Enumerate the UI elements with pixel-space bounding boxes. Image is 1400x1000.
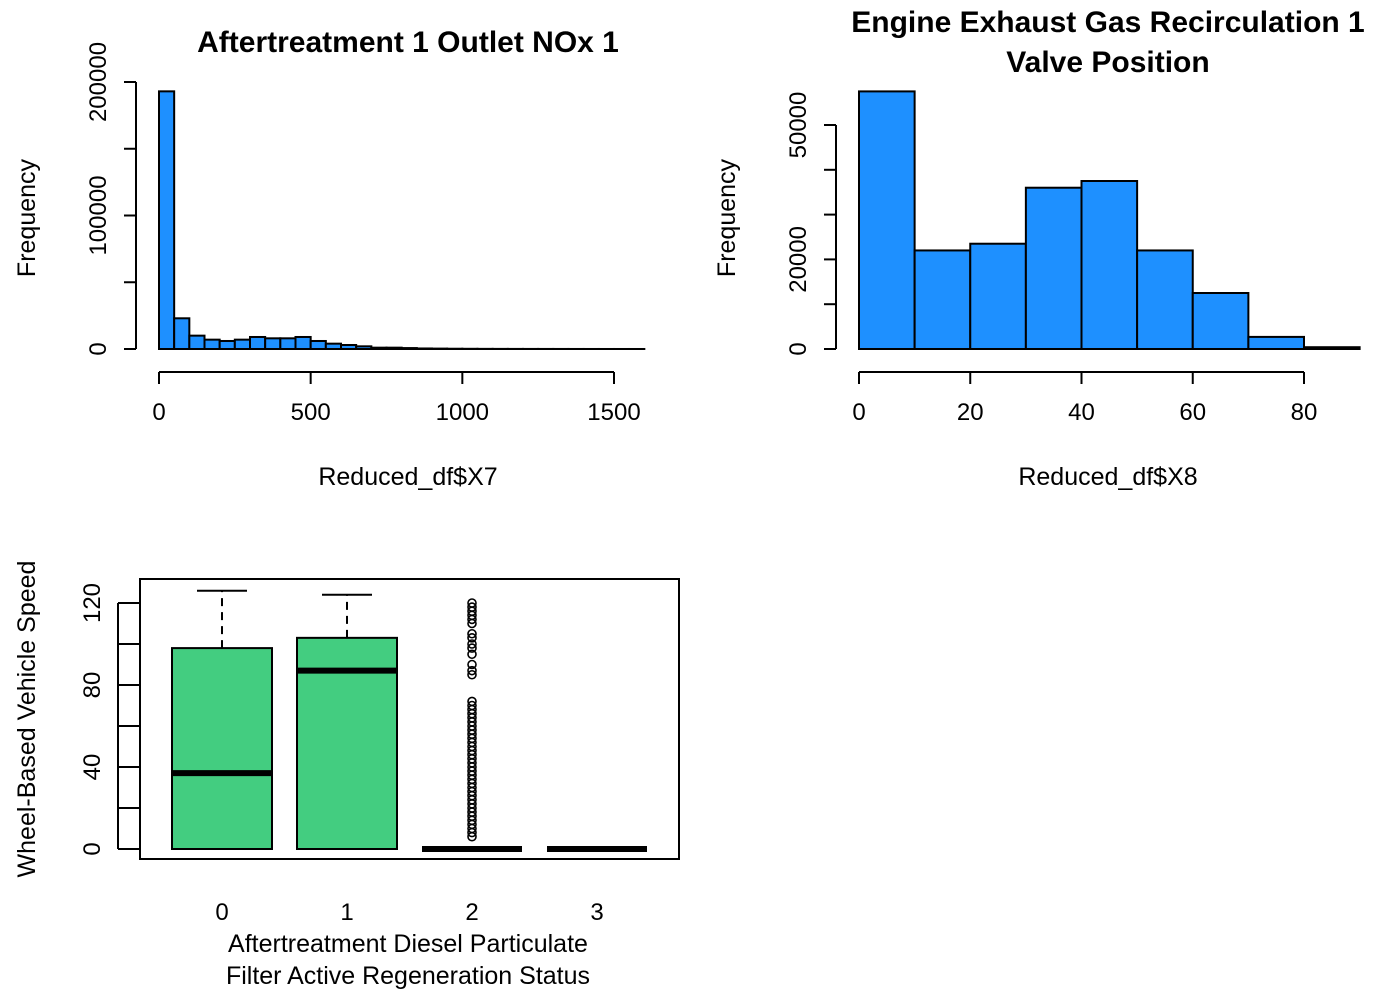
chart3-xlabel-line2: Filter Active Regeneration Status	[226, 962, 590, 990]
chart3-ylabel: Wheel-Based Vehicle Speed	[13, 561, 41, 878]
chart3-x-tick-label: 2	[465, 899, 478, 926]
box-outlier	[467, 659, 477, 670]
box-outlier	[467, 696, 477, 707]
chart2-axes: 0 20 40 60 80 0 20000 50000	[785, 92, 1317, 426]
chart1-bars	[158, 90, 646, 351]
chart2-bar	[1024, 186, 1083, 350]
chart3-axes: 0 1 2 3 0 40 80 120	[79, 583, 604, 926]
chart2-title-line2: Valve Position	[1006, 46, 1209, 79]
chart2-bar	[969, 242, 1027, 350]
chart2-ylabel: Frequency	[713, 158, 741, 277]
chart1-bar	[158, 90, 176, 350]
histogram-egr-panel: Engine Exhaust Gas Recirculation 1 Valve…	[713, 6, 1365, 491]
box-outlier	[467, 628, 477, 639]
chart1-title: Aftertreatment 1 Outlet NOx 1	[197, 26, 619, 59]
chart3-y-tick-label: 80	[79, 672, 106, 699]
chart2-y-tick-label: 50000	[785, 92, 812, 159]
box-outlier	[467, 602, 477, 612]
box-outlier	[467, 639, 477, 649]
chart2-title: Engine Exhaust Gas Recirculation 1	[851, 6, 1365, 39]
chart1-bar	[279, 337, 297, 351]
chart1-bar	[233, 338, 251, 350]
chart1-x-tick-label: 500	[291, 399, 331, 426]
chart1-bar	[294, 335, 312, 350]
chart2-bar	[858, 90, 916, 351]
box-outlier	[467, 649, 477, 660]
chart2-xlabel: Reduced_df$X8	[1018, 463, 1197, 491]
chart1-bar	[309, 339, 327, 350]
chart2-bar	[1136, 249, 1194, 350]
chart1-x-tick-label: 1000	[436, 399, 489, 426]
chart1-bar	[249, 335, 267, 350]
box-outlier	[467, 598, 477, 608]
chart3-y-tick-label: 0	[79, 842, 106, 855]
histogram-nox-panel: Aftertreatment 1 Outlet NOx 1 Reduced_df…	[13, 26, 646, 491]
box-outlier	[467, 633, 477, 643]
chart3-y-tick-label: 120	[79, 583, 106, 623]
chart1-bar	[173, 317, 191, 351]
chart3-plot-frame	[139, 578, 680, 860]
chart1-bar	[218, 339, 236, 350]
box-outlier	[467, 669, 477, 680]
chart2-y-tick-label: 0	[785, 342, 812, 355]
chart2-x-tick-label: 60	[1179, 399, 1206, 426]
chart2-x-tick-label: 0	[852, 399, 865, 426]
chart2-bar	[913, 249, 972, 350]
boxplot-speed-panel: Aftertreatment Diesel Particulate Filter…	[13, 561, 680, 990]
chart1-bar	[188, 334, 206, 350]
chart2-x-tick-label: 20	[957, 399, 984, 426]
chart2-x-tick-label: 40	[1068, 399, 1095, 426]
chart2-x-tick-label: 80	[1291, 399, 1318, 426]
chart1-ylabel: Frequency	[13, 158, 41, 277]
box-outlier	[467, 643, 477, 653]
chart3-x-tick-label: 1	[340, 899, 353, 926]
box-outlier	[467, 665, 477, 676]
chart1-x-tick-label: 1500	[587, 399, 640, 426]
chart3-x-tick-label: 0	[215, 899, 228, 926]
chart3-y-tick-label: 40	[79, 754, 106, 781]
chart1-x-tick-label: 0	[152, 399, 165, 426]
chart2-bars	[858, 90, 1361, 351]
chart3-boxes	[171, 589, 647, 852]
chart1-y-tick-label: 0	[85, 342, 112, 355]
box-body	[171, 647, 273, 850]
chart1-y-tick-label: 100000	[85, 175, 112, 255]
chart1-bar	[203, 338, 221, 350]
chart2-bar	[1247, 335, 1305, 350]
chart1-axes: 0 500 1000 1500 0 100000 200000	[85, 42, 641, 426]
chart1-y-tick-label: 200000	[85, 42, 112, 122]
chart1-xlabel: Reduced_df$X7	[318, 463, 497, 491]
chart3-x-tick-label: 3	[590, 899, 603, 926]
chart2-y-tick-label: 20000	[785, 226, 812, 293]
chart3-xlabel: Aftertreatment Diesel Particulate	[228, 930, 588, 958]
chart1-bar	[264, 337, 282, 351]
chart2-bar	[1191, 292, 1250, 350]
box-outlier	[467, 700, 477, 711]
chart2-bar	[1080, 180, 1139, 350]
